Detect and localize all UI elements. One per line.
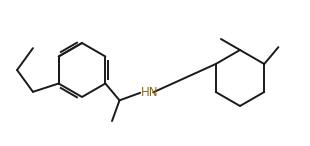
Text: HN: HN	[141, 86, 159, 99]
